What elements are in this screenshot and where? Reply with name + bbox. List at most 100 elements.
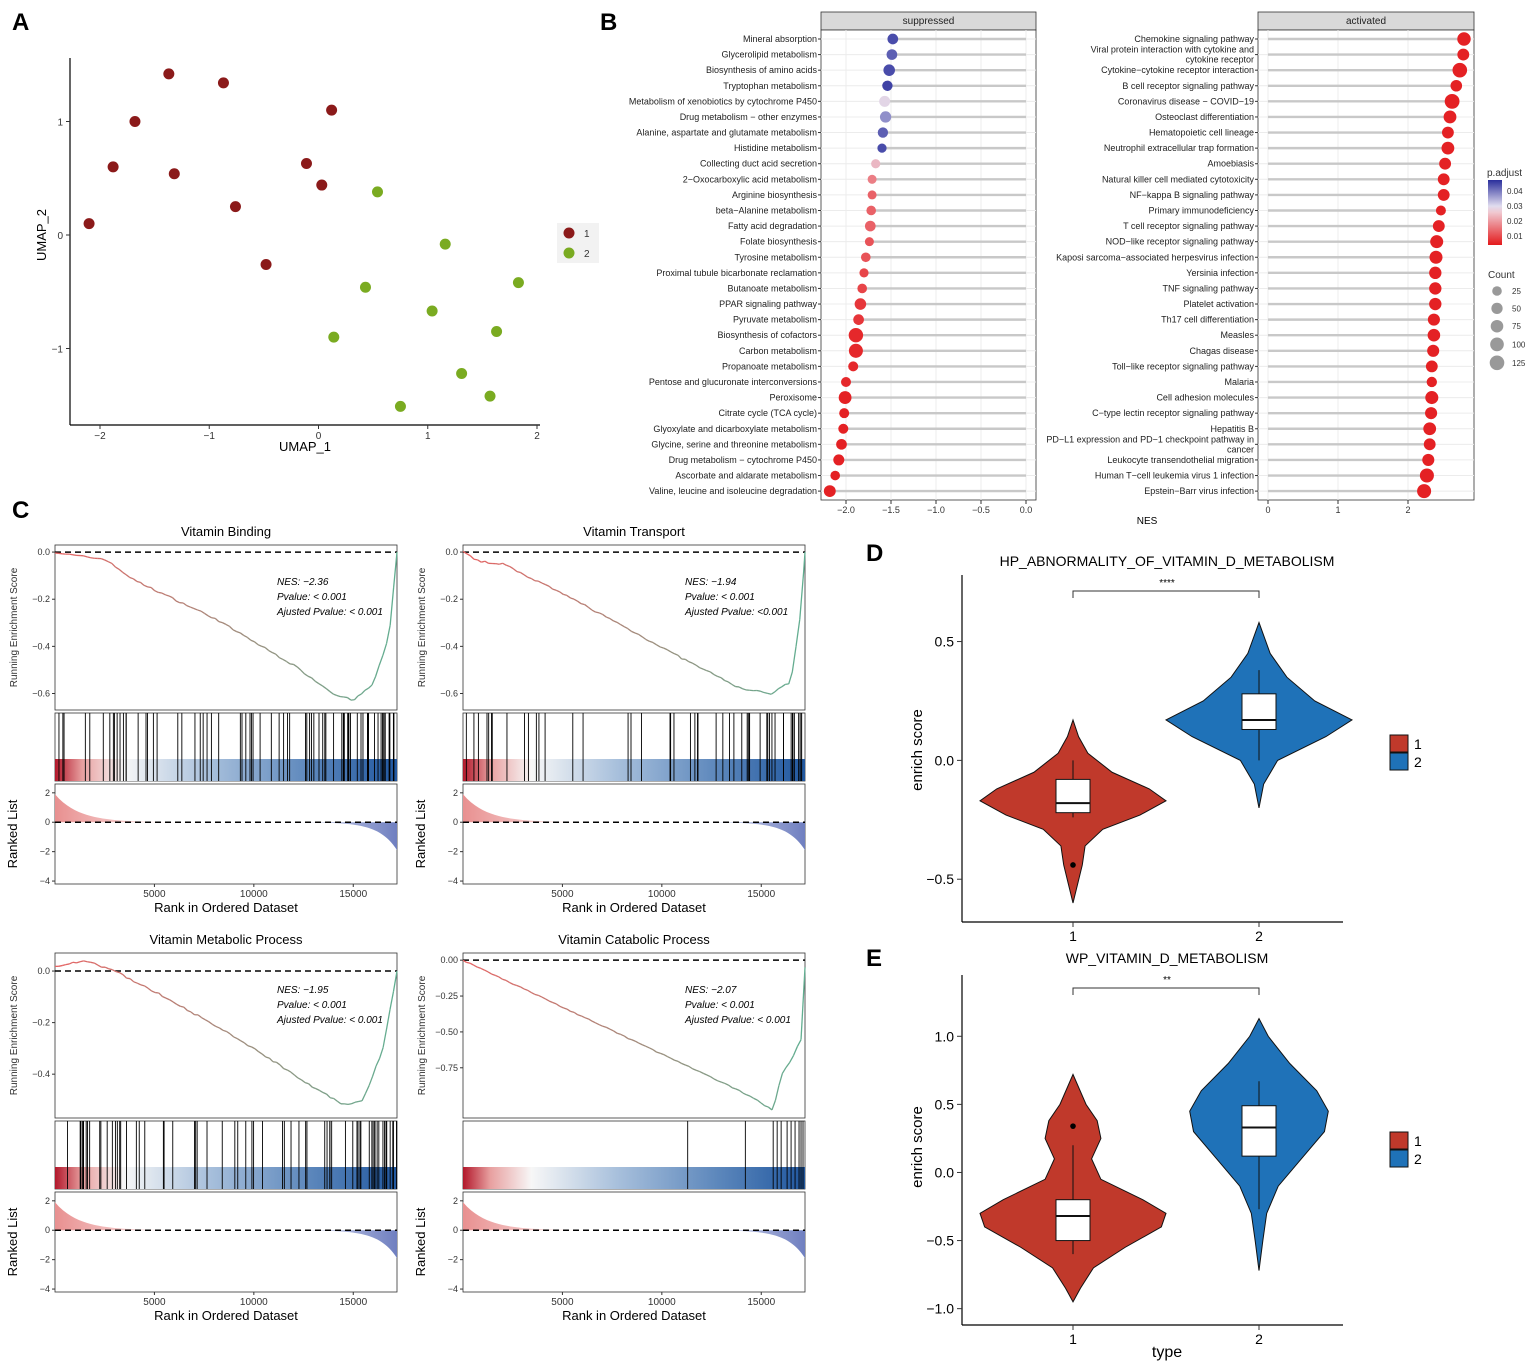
- umap-x-tick-label: −2: [94, 431, 106, 442]
- running-es-curve-segment: [122, 571, 127, 576]
- gsea-pvalue: Pvalue: < 0.001: [685, 592, 755, 603]
- running-es-curve-segment: [211, 1023, 217, 1027]
- ranked-y-tick-label: 0: [453, 1225, 458, 1235]
- running-es-curve-segment: [756, 689, 761, 692]
- pathway-label-line: cancer: [1227, 444, 1254, 454]
- ranked-list-positive-area: [463, 1202, 583, 1231]
- running-es-curve-segment: [760, 690, 765, 694]
- running-es-curve-segment: [642, 1044, 647, 1047]
- running-es-curve-segment: [336, 694, 341, 698]
- ranked-y-tick-label: 2: [453, 1196, 458, 1206]
- pathway-label-line: Toll−like receptor signaling pathway: [1112, 361, 1254, 371]
- running-es-curve-segment: [165, 997, 170, 1001]
- running-es-curve-segment: [176, 1003, 181, 1007]
- lollipop-dot: [867, 174, 877, 184]
- running-es-curve-segment: [777, 686, 783, 690]
- pathway-label-line: Platelet activation: [1183, 299, 1254, 309]
- ranked-list-positive-area: [55, 1202, 175, 1231]
- running-es-curve-segment: [311, 677, 316, 682]
- running-es-curve-segment: [104, 559, 109, 563]
- pathway-label-line: T cell receptor signaling pathway: [1123, 221, 1254, 231]
- running-es-curve-segment: [72, 554, 77, 556]
- running-es-curve-segment: [282, 658, 287, 663]
- pathway-label-line: 2−Oxocarboxylic acid metabolism: [683, 174, 817, 184]
- facet-strip-label: activated: [1346, 16, 1386, 27]
- running-es-curve-segment: [129, 978, 135, 983]
- lollipop-dot: [1439, 157, 1452, 170]
- violin-e-y-label: enrich score: [909, 1106, 926, 1188]
- running-es-curve-segment: [631, 1039, 636, 1042]
- running-es-curve-segment: [613, 620, 618, 623]
- lollipop-dot: [864, 220, 876, 232]
- lollipop-dot: [1457, 48, 1470, 61]
- gsea-pvalue: Pvalue: < 0.001: [277, 592, 347, 603]
- running-es-curve-segment: [208, 1021, 213, 1025]
- lollipop-dot: [848, 328, 864, 343]
- pathway-label: Measles: [1220, 330, 1254, 340]
- running-es-curve-segment: [140, 581, 145, 586]
- padj-legend-tick: 0.01: [1507, 232, 1523, 241]
- running-es-curve-segment: [763, 691, 768, 694]
- running-es-curve-segment: [69, 553, 74, 556]
- gsea-x-tick-label: 10000: [648, 1297, 676, 1308]
- umap-legend-key-1: [563, 227, 575, 239]
- running-es-curve-segment: [756, 1099, 762, 1104]
- running-es-curve-segment: [243, 634, 248, 638]
- running-es-curve-segment: [534, 993, 539, 996]
- pathway-label: NF−kappa B signaling pathway: [1130, 190, 1255, 200]
- ranked-y-tick-label: −4: [40, 876, 50, 886]
- running-es-curve-segment: [753, 1097, 758, 1101]
- lollipop-dot: [1419, 468, 1434, 483]
- lollipop-dot: [886, 49, 898, 60]
- count-legend-label: 50: [1512, 304, 1521, 313]
- running-es-curve-segment: [495, 974, 500, 978]
- pathway-label: Propanoate metabolism: [722, 361, 817, 371]
- pathway-label-line: Glyoxylate and dicarboxylate metabolism: [653, 424, 817, 434]
- ranked-y-label: Ranked List: [413, 1207, 428, 1276]
- panel-letter-a: A: [12, 9, 29, 36]
- pathway-label-line: Fatty acid degradation: [728, 221, 817, 231]
- facet-strip-label: suppressed: [903, 16, 955, 27]
- violin-e-significance: **: [1163, 975, 1171, 986]
- running-es-curve-segment: [641, 636, 647, 640]
- running-es-curve-segment: [595, 1022, 600, 1026]
- running-es-curve-segment: [566, 594, 571, 599]
- running-es-curve-segment: [293, 663, 298, 668]
- running-es-curve-segment: [297, 1077, 302, 1081]
- lollipop-dot: [1423, 438, 1436, 451]
- pathway-label: Pyruvate metabolism: [733, 315, 817, 325]
- running-es-curve-segment: [495, 563, 500, 565]
- running-es-curve-segment: [378, 1047, 384, 1059]
- ranked-list-positive-area: [463, 794, 583, 823]
- running-es-curve-segment: [555, 589, 561, 593]
- umap-x-tick-label: 0: [316, 431, 322, 442]
- running-es-curve-segment: [462, 550, 468, 555]
- umap-point-group-1: [316, 179, 328, 191]
- umap-point-group-2: [394, 400, 406, 412]
- running-es-curve-segment: [770, 691, 776, 695]
- running-es-curve-segment: [154, 590, 159, 593]
- running-es-curve-segment: [588, 1018, 593, 1022]
- facet-x-tick-label: 0: [1265, 505, 1270, 515]
- running-es-curve-segment: [563, 1007, 568, 1010]
- running-es-curve-segment: [97, 964, 102, 968]
- lollipop-dot: [1452, 62, 1468, 78]
- running-es-curve-segment: [677, 654, 683, 660]
- running-es-curve-segment: [276, 1061, 281, 1066]
- running-es-curve-segment: [559, 1005, 564, 1009]
- running-es-curve-segment: [667, 1056, 672, 1059]
- lollipop-dot: [1435, 205, 1446, 216]
- pathway-label-line: Ascorbate and aldarate metabolism: [675, 471, 817, 481]
- violin-d-y-label: enrich score: [909, 709, 926, 791]
- running-es-curve-segment: [724, 679, 729, 683]
- running-es-curve-segment: [785, 1061, 791, 1068]
- running-es-curve-segment: [616, 621, 621, 626]
- pathway-label: Folate biosynthesis: [740, 237, 818, 247]
- umap-point-group-2: [439, 238, 451, 250]
- ranked-list-negative-area: [681, 1230, 805, 1259]
- box-outlier: [1070, 1123, 1076, 1129]
- running-es-curve-segment: [79, 960, 84, 963]
- running-es-curve-segment: [300, 669, 305, 675]
- running-es-curve-segment: [218, 620, 223, 624]
- running-es-curve-segment: [688, 661, 693, 664]
